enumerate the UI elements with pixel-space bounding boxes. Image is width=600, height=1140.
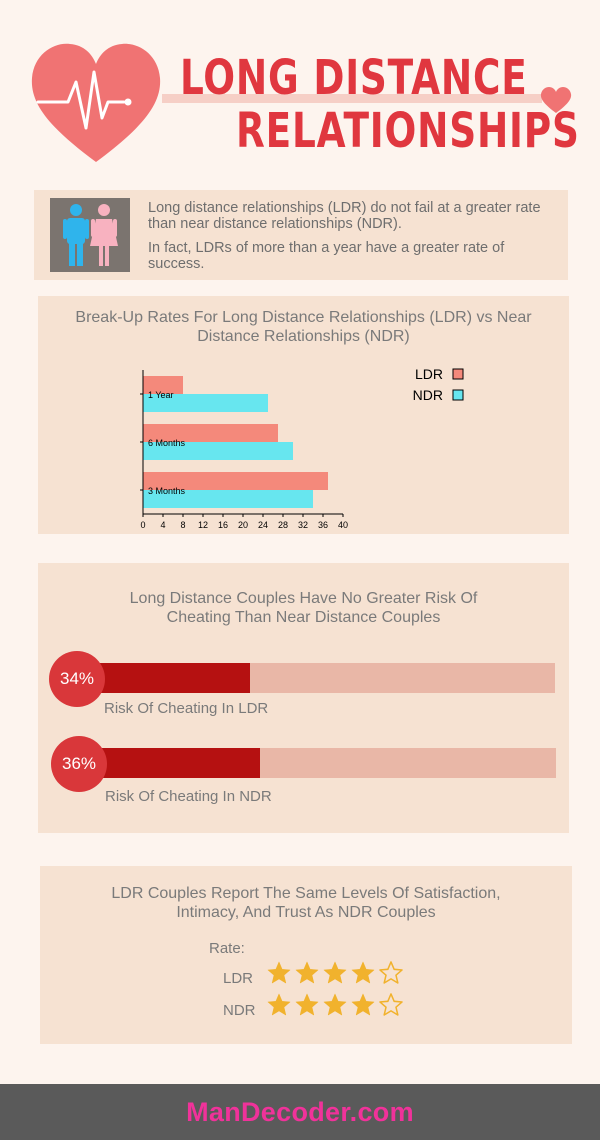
- legend-swatch-ldr: [452, 368, 464, 380]
- bar-ndr-1: [143, 442, 293, 460]
- legend-label-ndr: NDR: [413, 387, 443, 403]
- star-filled-icon: [295, 961, 319, 984]
- bar-ndr-0: [143, 394, 268, 412]
- ndr-cheating-badge: 36%: [51, 736, 107, 792]
- intro-text: Long distance relationships (LDR) do not…: [148, 200, 558, 272]
- star-outline-icon: [379, 961, 403, 984]
- breakup-chart-title: Break-Up Rates For Long Distance Relatio…: [75, 309, 532, 345]
- ldr-cheating-bar: [93, 663, 555, 693]
- ndr-rating-stars: [266, 992, 404, 1018]
- x-tick-label-6: 24: [258, 520, 268, 530]
- x-tick-label-3: 12: [198, 520, 208, 530]
- heart-ekg-icon: [31, 43, 161, 162]
- cheating-title: Long Distance Couples Have No Greater Ri…: [129, 590, 478, 626]
- breakup-chart-panel: Break-Up Rates For Long Distance Relatio…: [38, 296, 569, 534]
- ratings-panel: LDR Couples Report The Same Levels Of Sa…: [40, 866, 572, 1044]
- small-heart-icon: [540, 87, 572, 113]
- ldr-rating-stars: [266, 960, 404, 986]
- bar-ldr-1: [143, 424, 278, 442]
- rate-label: Rate:: [209, 940, 245, 957]
- ndr-rating-label: NDR: [223, 1002, 256, 1019]
- star-outline-icon: [379, 993, 403, 1016]
- ldr-cheating-badge: 34%: [49, 651, 105, 707]
- ldr-cheating-fill: [93, 663, 251, 693]
- bar-ldr-2: [143, 472, 328, 490]
- header: LONG DISTANCE RELATIONSHIPS: [0, 0, 600, 175]
- intro-paragraph-1: Long distance relationships (LDR) do not…: [148, 200, 541, 232]
- x-tick-label-7: 28: [278, 520, 288, 530]
- x-tick-label-9: 36: [318, 520, 328, 530]
- legend-label-ldr: LDR: [415, 366, 443, 382]
- x-tick-label-4: 16: [218, 520, 228, 530]
- x-tick-label-0: 0: [140, 520, 145, 530]
- ndr-cheating-fill: [94, 748, 261, 778]
- title-ribbon: [162, 94, 542, 103]
- couple-icon: [50, 198, 130, 272]
- y-tick-label-2: 3 Months: [148, 486, 186, 496]
- ndr-cheating-caption: Risk Of Cheating In NDR: [105, 788, 272, 805]
- breakup-chart: 1 Year 6 Months 3 Months 0 4 8 12 16 20 24 28 32 36 4…: [140, 366, 464, 530]
- y-tick-label-0: 1 Year: [148, 390, 174, 400]
- page-title-line-1: LONG DISTANCE: [180, 50, 528, 106]
- footer-brand[interactable]: ManDecoder.com: [186, 1096, 414, 1127]
- star-filled-icon: [267, 961, 291, 984]
- x-tick-label-8: 32: [298, 520, 308, 530]
- legend-swatch-ndr: [452, 389, 464, 401]
- ratings-title: LDR Couples Report The Same Levels Of Sa…: [111, 885, 501, 921]
- intro-box: Long distance relationships (LDR) do not…: [34, 190, 568, 280]
- x-tick-label-2: 8: [180, 520, 185, 530]
- footer: ManDecoder.com: [0, 1084, 600, 1140]
- cheating-panel: Long Distance Couples Have No Greater Ri…: [38, 563, 569, 833]
- x-tick-label-5: 20: [238, 520, 248, 530]
- star-filled-icon: [351, 961, 375, 984]
- ldr-cheating-caption: Risk Of Cheating In LDR: [104, 700, 269, 717]
- ldr-rating-label: LDR: [223, 970, 254, 987]
- bar-ldr-0: [143, 376, 183, 394]
- star-filled-icon: [323, 993, 347, 1016]
- x-tick-label-1: 4: [160, 520, 165, 530]
- ndr-cheating-bar: [94, 748, 556, 778]
- star-filled-icon: [351, 993, 375, 1016]
- bar-ndr-2: [143, 490, 313, 508]
- star-filled-icon: [295, 993, 319, 1016]
- y-tick-label-1: 6 Months: [148, 438, 186, 448]
- page-title-line-2: RELATIONSHIPS: [236, 103, 580, 159]
- star-filled-icon: [267, 993, 291, 1016]
- star-filled-icon: [323, 961, 347, 984]
- x-tick-label-10: 40: [338, 520, 348, 530]
- intro-paragraph-2: In fact, LDRs of more than a year have a…: [148, 240, 505, 272]
